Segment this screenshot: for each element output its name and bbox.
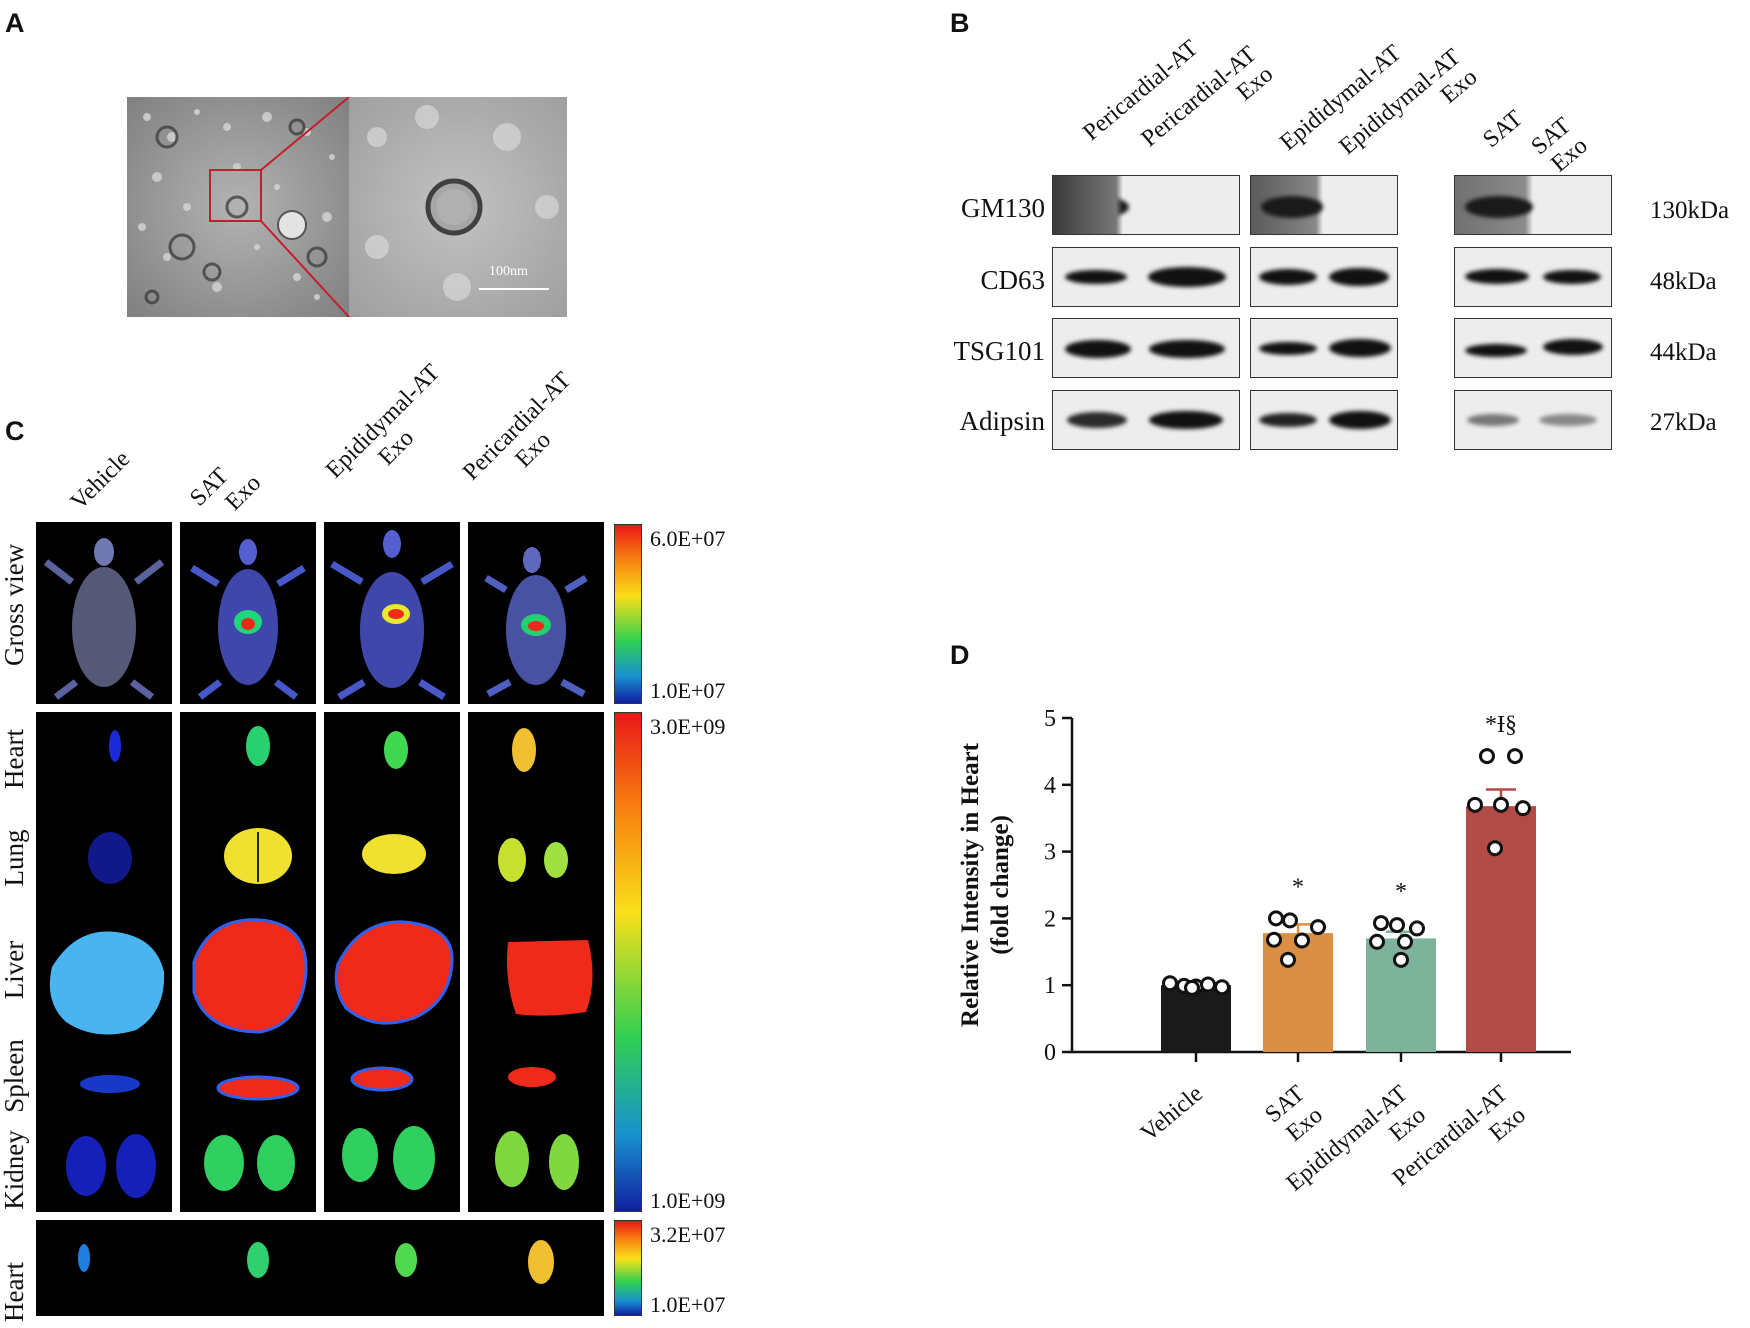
y-tick-label: 0 [1044,1040,1056,1066]
panel-label-d: D [950,640,970,670]
row-label-heart-2: Heart [0,1262,29,1322]
blot-cd63-pericardial [1052,247,1240,307]
data-point [1397,933,1413,950]
significance-marker: * [1292,874,1304,900]
data-point [1369,933,1385,950]
data-point [1214,979,1230,996]
y-tick-label: 4 [1044,773,1056,799]
significance-marker: *Ɨ§ [1485,712,1517,738]
gross-vehicle-image [36,522,172,704]
row-label-kidney: Kidney [0,1130,29,1210]
data-point [1389,917,1405,934]
bar-chart-heart-intensity: 0 1 2 3 4 5 Relative Intensity in Heart (fold c… [957,706,1571,1197]
y-axis-label: Relative Intensity in Heart (fold change) [957,742,1014,1027]
bar [1161,985,1231,1052]
colorbar-organs [614,712,642,1212]
organs-pericardial-exo-image [468,712,604,1212]
y-tick-label: 1 [1044,973,1056,999]
column-label-vehicle: Vehicle [65,446,136,516]
column-label-pericardial-exo: Pericardial-AT Exo [458,367,577,486]
data-point [1479,748,1495,765]
gross-sat-exo-image [180,522,316,704]
size-label-27: 27kDa [1650,409,1717,436]
x-category-label: SATExo [1260,1080,1328,1149]
panel-label-c: C [5,416,25,446]
blot-adipsin-epididymal [1250,390,1398,450]
data-point [1393,951,1409,968]
y-tick-label: 3 [1044,840,1056,866]
blot-gm130-sat [1454,175,1612,235]
data-point [1515,800,1531,817]
blot-cd63-epididymal [1250,247,1398,307]
colorbar-heart-min: 1.0E+07 [650,1292,726,1317]
data-point [1409,920,1425,937]
blot-adipsin-pericardial [1052,390,1240,450]
data-point [1200,976,1216,993]
x-category-label: Vehicle [1136,1081,1208,1147]
row-label-liver: Liver [0,940,29,1000]
colorbar-gross-min: 1.0E+07 [650,678,726,703]
row-label-gross-view: Gross view [0,543,29,666]
colorbar-organs-max: 3.0E+09 [650,714,726,739]
organs-epididymal-exo-image [324,712,460,1212]
size-label-44: 44kDa [1650,339,1717,366]
data-point [1467,796,1483,813]
gross-epididymal-exo-image [324,522,460,704]
data-point [1373,915,1389,932]
data-point [1184,979,1200,996]
colorbar-heart [614,1220,642,1316]
blot-cd63-sat [1454,247,1612,307]
protein-label-cd63: CD63 [980,265,1045,295]
column-label-sat-exo: SAT Exo [185,462,267,516]
blot-adipsin-sat [1454,390,1612,450]
colorbar-gross-max: 6.0E+07 [650,526,726,551]
blot-gm130-epididymal [1250,175,1398,235]
protein-label-tsg101: TSG101 [953,336,1045,366]
y-tick-label: 5 [1044,706,1056,732]
protein-label-adipsin: Adipsin [959,406,1045,436]
heart-closeup-row [36,1220,604,1316]
y-tick-label: 2 [1044,906,1056,932]
panel-label-b: B [950,8,970,38]
colorbar-heart-max: 3.2E+07 [650,1222,726,1247]
data-point [1266,931,1282,948]
lane-label-6: SAT Exo [1526,112,1593,178]
data-point [1487,840,1503,857]
blot-tsg101-epididymal [1250,318,1398,378]
data-point [1507,748,1523,765]
row-label-lung: Lung [0,829,29,887]
data-point [1280,951,1296,968]
size-label-48: 48kDa [1650,268,1717,295]
colorbar-organs-min: 1.0E+09 [650,1188,726,1213]
zoom-region-box [209,169,262,222]
data-point [1493,796,1509,813]
data-point [1162,975,1178,992]
gross-pericardial-exo-image [468,522,604,704]
size-label-130: 130kDa [1650,197,1730,224]
panel-label-a: A [5,8,25,38]
significance-marker: * [1395,879,1407,905]
organs-vehicle-image [36,712,172,1212]
data-point [1268,910,1284,927]
scale-bar-label: 100nm [489,264,528,279]
organs-sat-exo-image [180,712,316,1212]
blot-gm130-pericardial [1052,175,1240,235]
protein-label-gm130: GM130 [960,193,1045,223]
lane-label-5: SAT [1478,105,1528,153]
colorbar-gross [614,524,642,704]
row-label-spleen: Spleen [0,1039,29,1113]
data-point [1294,932,1310,949]
tem-image: 100nm [127,97,567,317]
blot-tsg101-sat [1454,318,1612,378]
tem-micrograph [127,97,567,317]
blot-tsg101-pericardial [1052,318,1240,378]
lane-label-4: Epididymal-AT Exo [1334,44,1483,161]
column-label-epididymal-exo: Epididymal-AT Exo [321,359,446,484]
row-label-heart: Heart [0,729,29,789]
data-point [1282,912,1298,929]
bar [1263,933,1333,1052]
data-point [1310,919,1326,936]
